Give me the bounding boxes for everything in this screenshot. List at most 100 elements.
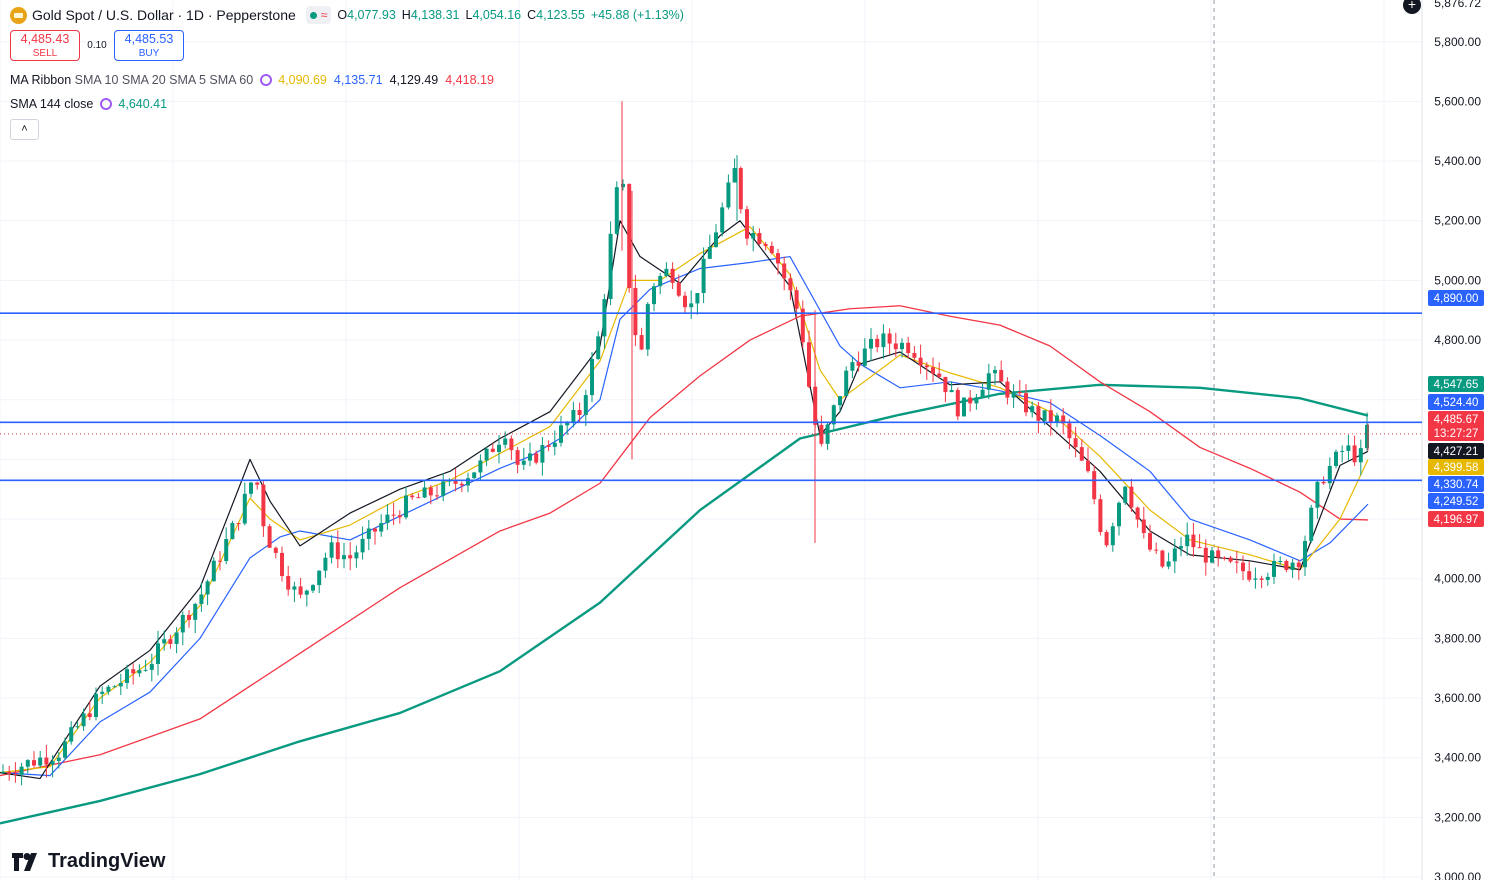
candle-body: [937, 373, 942, 377]
candle-body: [218, 560, 222, 562]
collapse-legend-button[interactable]: ˄: [10, 119, 39, 140]
price-tick-label: 5,400.00: [1434, 154, 1481, 168]
candle-body: [7, 771, 12, 774]
ma-ribbon-legend[interactable]: MA Ribbon SMA 10 SMA 20 SMA 5 SMA 60 4,0…: [10, 73, 494, 87]
moving-averages: [0, 220, 1369, 825]
candle-body: [94, 693, 98, 718]
candle-body: [280, 552, 284, 577]
ohlc-close: C4,123.55: [527, 8, 585, 22]
candle-body: [466, 478, 470, 486]
price-badge: [1428, 511, 1484, 527]
candle-body: [1327, 465, 1332, 484]
candle-body: [856, 362, 861, 366]
candle-body: [242, 493, 247, 524]
candle-body: [44, 757, 49, 765]
candle-body: [652, 286, 656, 305]
candle-body: [385, 514, 390, 524]
candle-body: [1340, 450, 1345, 452]
candle-body: [1315, 481, 1320, 508]
candle-body: [912, 352, 917, 358]
price-badge-label: 4,196.97: [1434, 514, 1479, 526]
candle-body: [373, 528, 377, 532]
candle-body: [745, 209, 749, 239]
market-status-chip[interactable]: ≈: [305, 6, 332, 24]
candle-body: [900, 342, 904, 350]
candle-body: [875, 338, 880, 348]
sma144-value: 4,640.41: [118, 97, 168, 111]
candle-body: [540, 445, 545, 463]
candle-body: [404, 495, 408, 518]
candle-body: [286, 576, 291, 590]
chart-grid: [0, 0, 1423, 880]
candle-body: [627, 183, 632, 288]
candle-body: [391, 514, 396, 516]
price-tick-label: 5,200.00: [1434, 214, 1481, 228]
price-badge: [1428, 425, 1484, 441]
candle-body: [1216, 550, 1221, 558]
settings-icon[interactable]: [260, 74, 273, 86]
ma-line: [0, 305, 1369, 777]
candle-body: [695, 293, 700, 304]
ma-line: [0, 255, 1369, 777]
price-badge: [1428, 411, 1484, 427]
symbol-title[interactable]: Gold Spot / U.S. Dollar · 1D · Peppersto…: [32, 7, 296, 23]
price-tick-label: 4,000.00: [1434, 572, 1481, 586]
candle-body: [757, 233, 762, 244]
ribbon-value-1: 4,090.69: [278, 73, 327, 87]
candle-body: [782, 263, 787, 279]
ribbon-value-3: 4,129.49: [389, 73, 439, 87]
tradingview-logo[interactable]: TradingView: [12, 850, 165, 873]
tradingview-logo-icon: [12, 852, 37, 871]
candle-body: [1253, 578, 1258, 580]
candle-body: [571, 409, 576, 423]
settings-icon[interactable]: [100, 98, 113, 110]
candle-body: [1055, 415, 1059, 423]
candle-body: [1117, 502, 1121, 527]
candle-body: [794, 290, 799, 309]
candle-body: [590, 358, 594, 396]
price-badge-label: 4,399.58: [1434, 462, 1479, 474]
candle-body: [1197, 547, 1202, 549]
sma144-legend[interactable]: SMA 144 close 4,640.41: [10, 97, 168, 111]
candle-body: [683, 295, 687, 308]
candle-body: [583, 395, 588, 416]
candle-body: [1086, 460, 1090, 472]
candle-body: [596, 336, 601, 359]
add-icon[interactable]: +: [1403, 0, 1421, 14]
candle-body: [931, 367, 935, 374]
candle-body: [670, 268, 675, 283]
candle-body: [881, 333, 886, 348]
candle-body: [304, 590, 309, 595]
ma-line: [0, 383, 1369, 825]
candle-body: [112, 686, 117, 688]
spread-value: 0.10: [87, 40, 107, 51]
price-tick-label: 5,800.00: [1434, 35, 1481, 49]
candle-body: [25, 760, 30, 767]
price-badge-label: 4,485.67: [1434, 414, 1479, 426]
candle-body: [428, 487, 433, 496]
candle-body: [1030, 406, 1035, 413]
candle-body: [1098, 499, 1103, 533]
candle-body: [1259, 578, 1264, 580]
price-badge-label: 4,427.21: [1434, 446, 1479, 458]
candle-body: [32, 760, 36, 766]
price-tick-label: 3,400.00: [1434, 751, 1481, 765]
candle-body: [137, 670, 142, 674]
candle-body: [1247, 571, 1252, 580]
sell-button[interactable]: 4,485.43 SELL: [10, 30, 80, 61]
candle-body: [1296, 562, 1301, 568]
candle-body: [769, 245, 774, 254]
candle-body: [1011, 391, 1016, 398]
candle-body: [273, 547, 278, 553]
candle-body: [676, 282, 681, 296]
price-badge-label: 4,249.52: [1434, 496, 1479, 508]
candle-body: [118, 682, 123, 687]
candle-body: [224, 539, 229, 562]
candle-body: [379, 523, 384, 532]
candle-body: [354, 552, 359, 559]
buy-button[interactable]: 4,485.53 BUY: [114, 30, 184, 61]
candle-body: [162, 639, 167, 644]
candle-body: [484, 448, 489, 461]
tradingview-logo-text: TradingView: [48, 850, 166, 872]
